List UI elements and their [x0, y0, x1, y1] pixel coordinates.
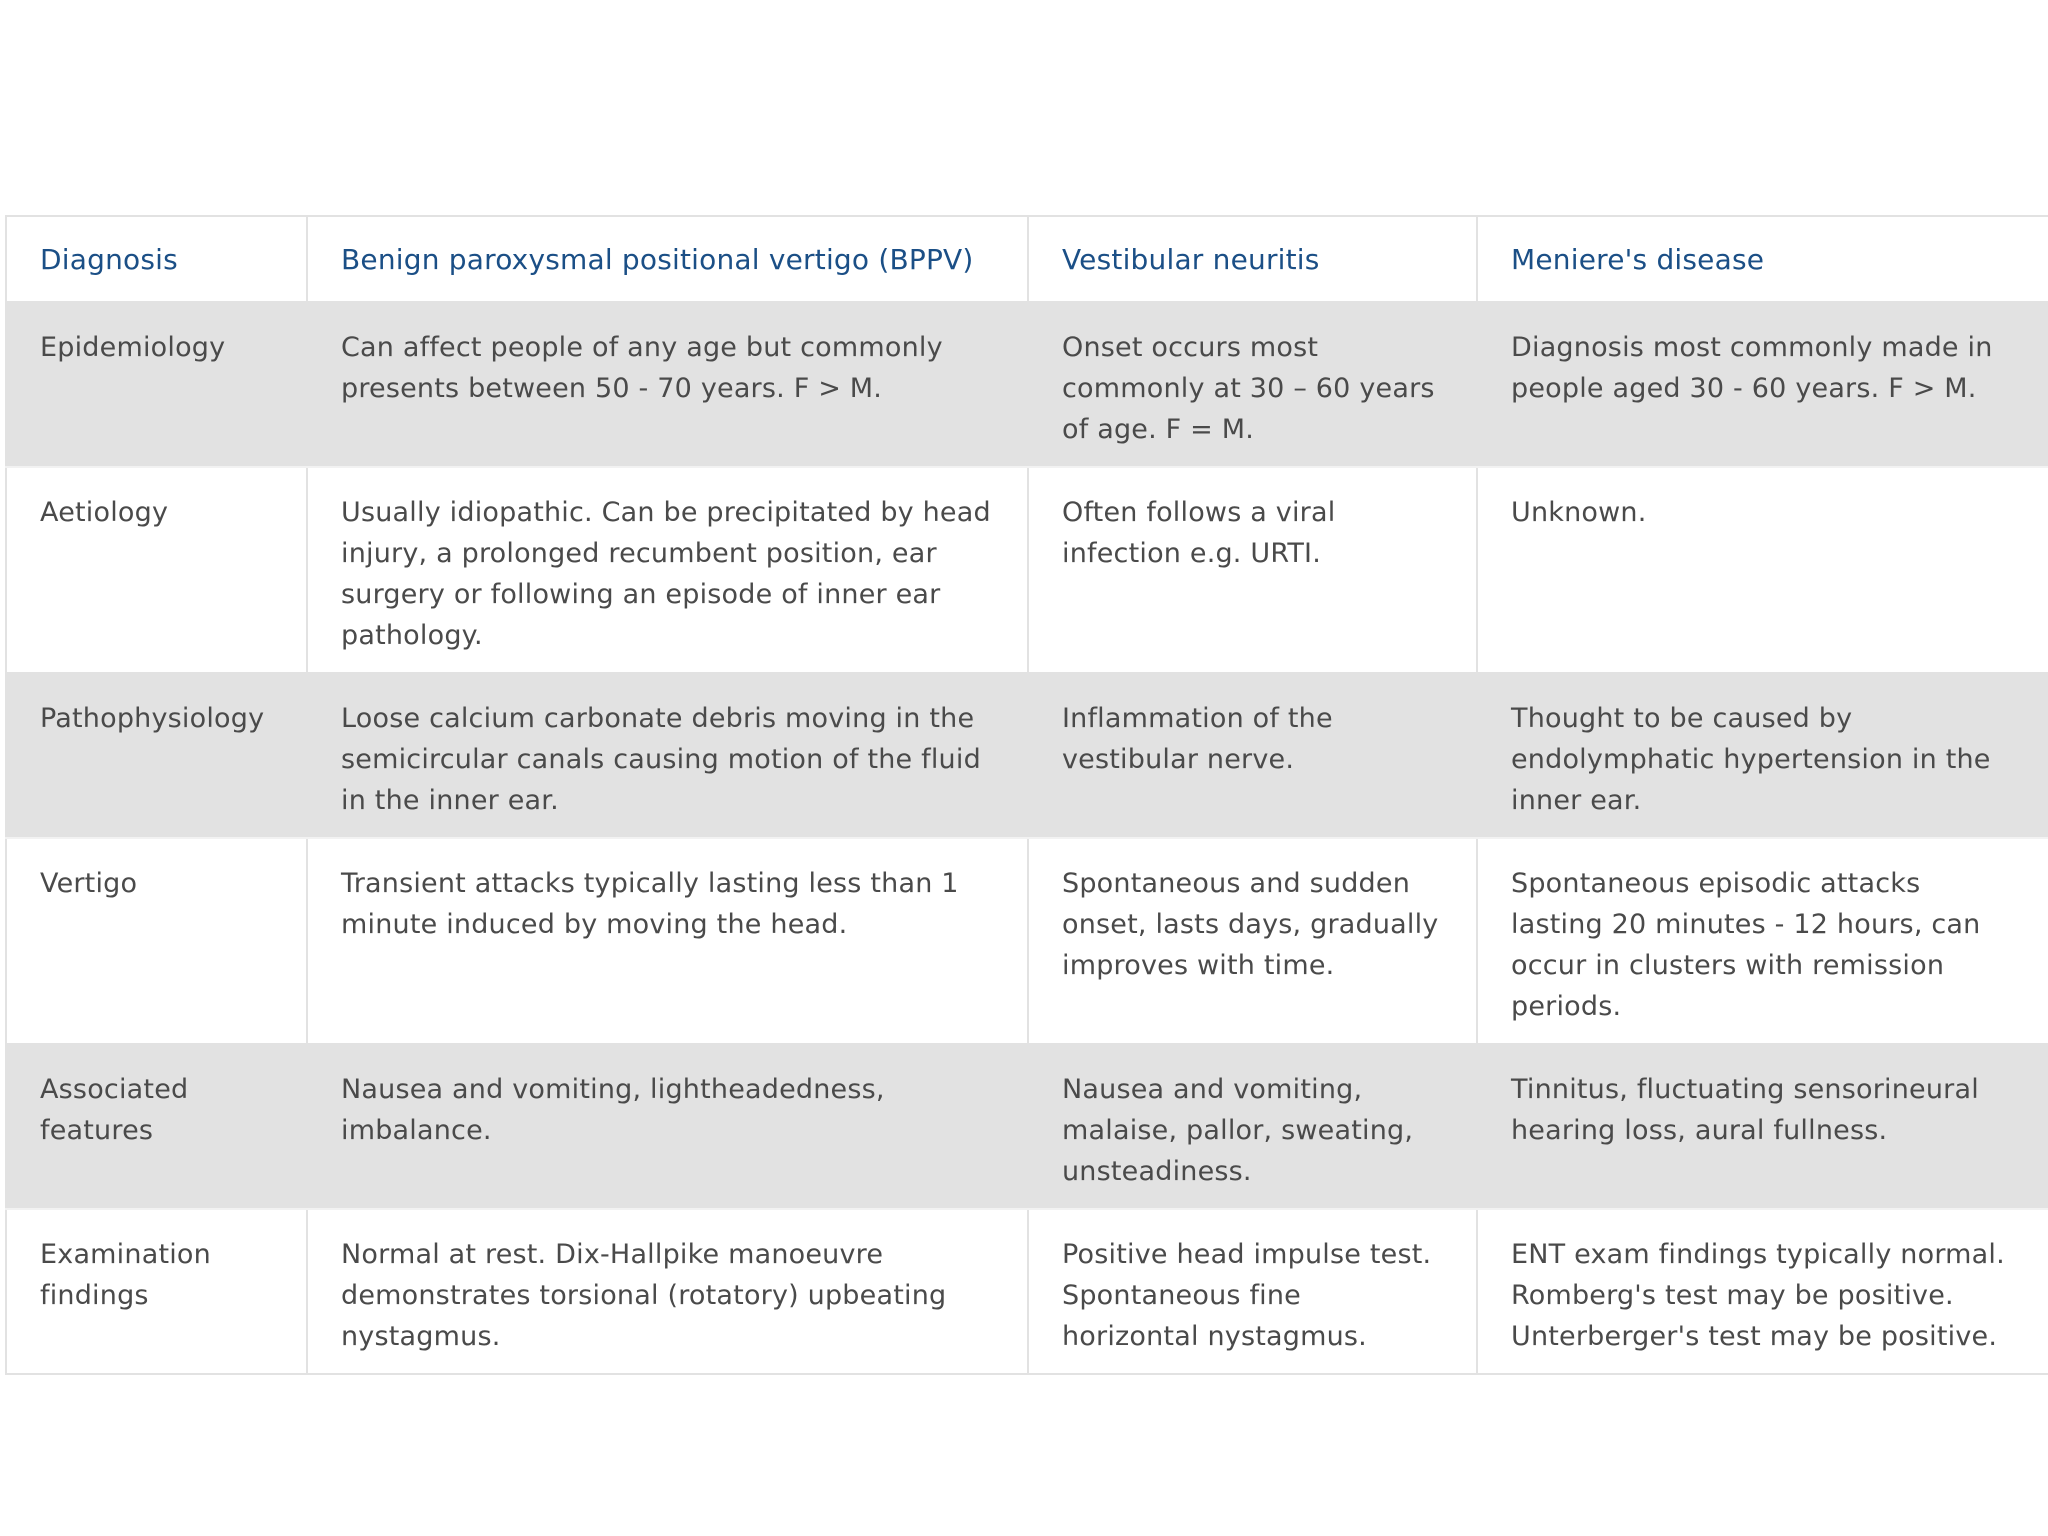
- cell-bppv: Usually idiopathic. Can be precipitated …: [306, 466, 1029, 674]
- header-diagnosis: Diagnosis: [5, 215, 308, 303]
- header-menieres-disease: Meniere's disease: [1476, 215, 2048, 303]
- header-vestibular-neuritis: Vestibular neuritis: [1027, 215, 1478, 303]
- cell-vestibular-neuritis: Inflammation of the vestibular nerve.: [1027, 672, 1478, 839]
- row-label: Examination findings: [5, 1208, 308, 1375]
- table-header-row: Diagnosis Benign paroxysmal positional v…: [5, 215, 2048, 303]
- row-label: Epidemiology: [5, 301, 308, 468]
- row-label: Aetiology: [5, 466, 308, 674]
- table-row-aetiology: Aetiology Usually idiopathic. Can be pre…: [5, 466, 2048, 674]
- cell-bppv: Can affect people of any age but commonl…: [306, 301, 1029, 468]
- row-label: Vertigo: [5, 837, 308, 1045]
- vertigo-comparison-table: Diagnosis Benign paroxysmal positional v…: [5, 215, 2048, 1375]
- cell-vestibular-neuritis: Onset occurs most commonly at 30 – 60 ye…: [1027, 301, 1478, 468]
- table-row-examination-findings: Examination findings Normal at rest. Dix…: [5, 1208, 2048, 1375]
- cell-vestibular-neuritis: Often follows a viral infection e.g. URT…: [1027, 466, 1478, 674]
- cell-vestibular-neuritis: Nausea and vomiting, malaise, pallor, sw…: [1027, 1043, 1478, 1210]
- cell-menieres-disease: Thought to be caused by endolymphatic hy…: [1476, 672, 2048, 839]
- cell-vestibular-neuritis: Positive head impulse test. Spontaneous …: [1027, 1208, 1478, 1375]
- table-row-vertigo: Vertigo Transient attacks typically last…: [5, 837, 2048, 1045]
- cell-bppv: Transient attacks typically lasting less…: [306, 837, 1029, 1045]
- cell-bppv: Normal at rest. Dix-Hallpike manoeuvre d…: [306, 1208, 1029, 1375]
- cell-menieres-disease: Spontaneous episodic attacks lasting 20 …: [1476, 837, 2048, 1045]
- row-label: Pathophysiology: [5, 672, 308, 839]
- table-row-associated-features: Associated features Nausea and vomiting,…: [5, 1043, 2048, 1210]
- cell-menieres-disease: Tinnitus, fluctuating sensorineural hear…: [1476, 1043, 2048, 1210]
- cell-bppv: Nausea and vomiting, lightheadedness, im…: [306, 1043, 1029, 1210]
- cell-vestibular-neuritis: Spontaneous and sudden onset, lasts days…: [1027, 837, 1478, 1045]
- cell-menieres-disease: Unknown.: [1476, 466, 2048, 674]
- table-row-epidemiology: Epidemiology Can affect people of any ag…: [5, 301, 2048, 468]
- cell-bppv: Loose calcium carbonate debris moving in…: [306, 672, 1029, 839]
- row-label: Associated features: [5, 1043, 308, 1210]
- table-row-pathophysiology: Pathophysiology Loose calcium carbonate …: [5, 672, 2048, 839]
- cell-menieres-disease: Diagnosis most commonly made in people a…: [1476, 301, 2048, 468]
- header-bppv: Benign paroxysmal positional vertigo (BP…: [306, 215, 1029, 303]
- cell-menieres-disease: ENT exam findings typically normal. Romb…: [1476, 1208, 2048, 1375]
